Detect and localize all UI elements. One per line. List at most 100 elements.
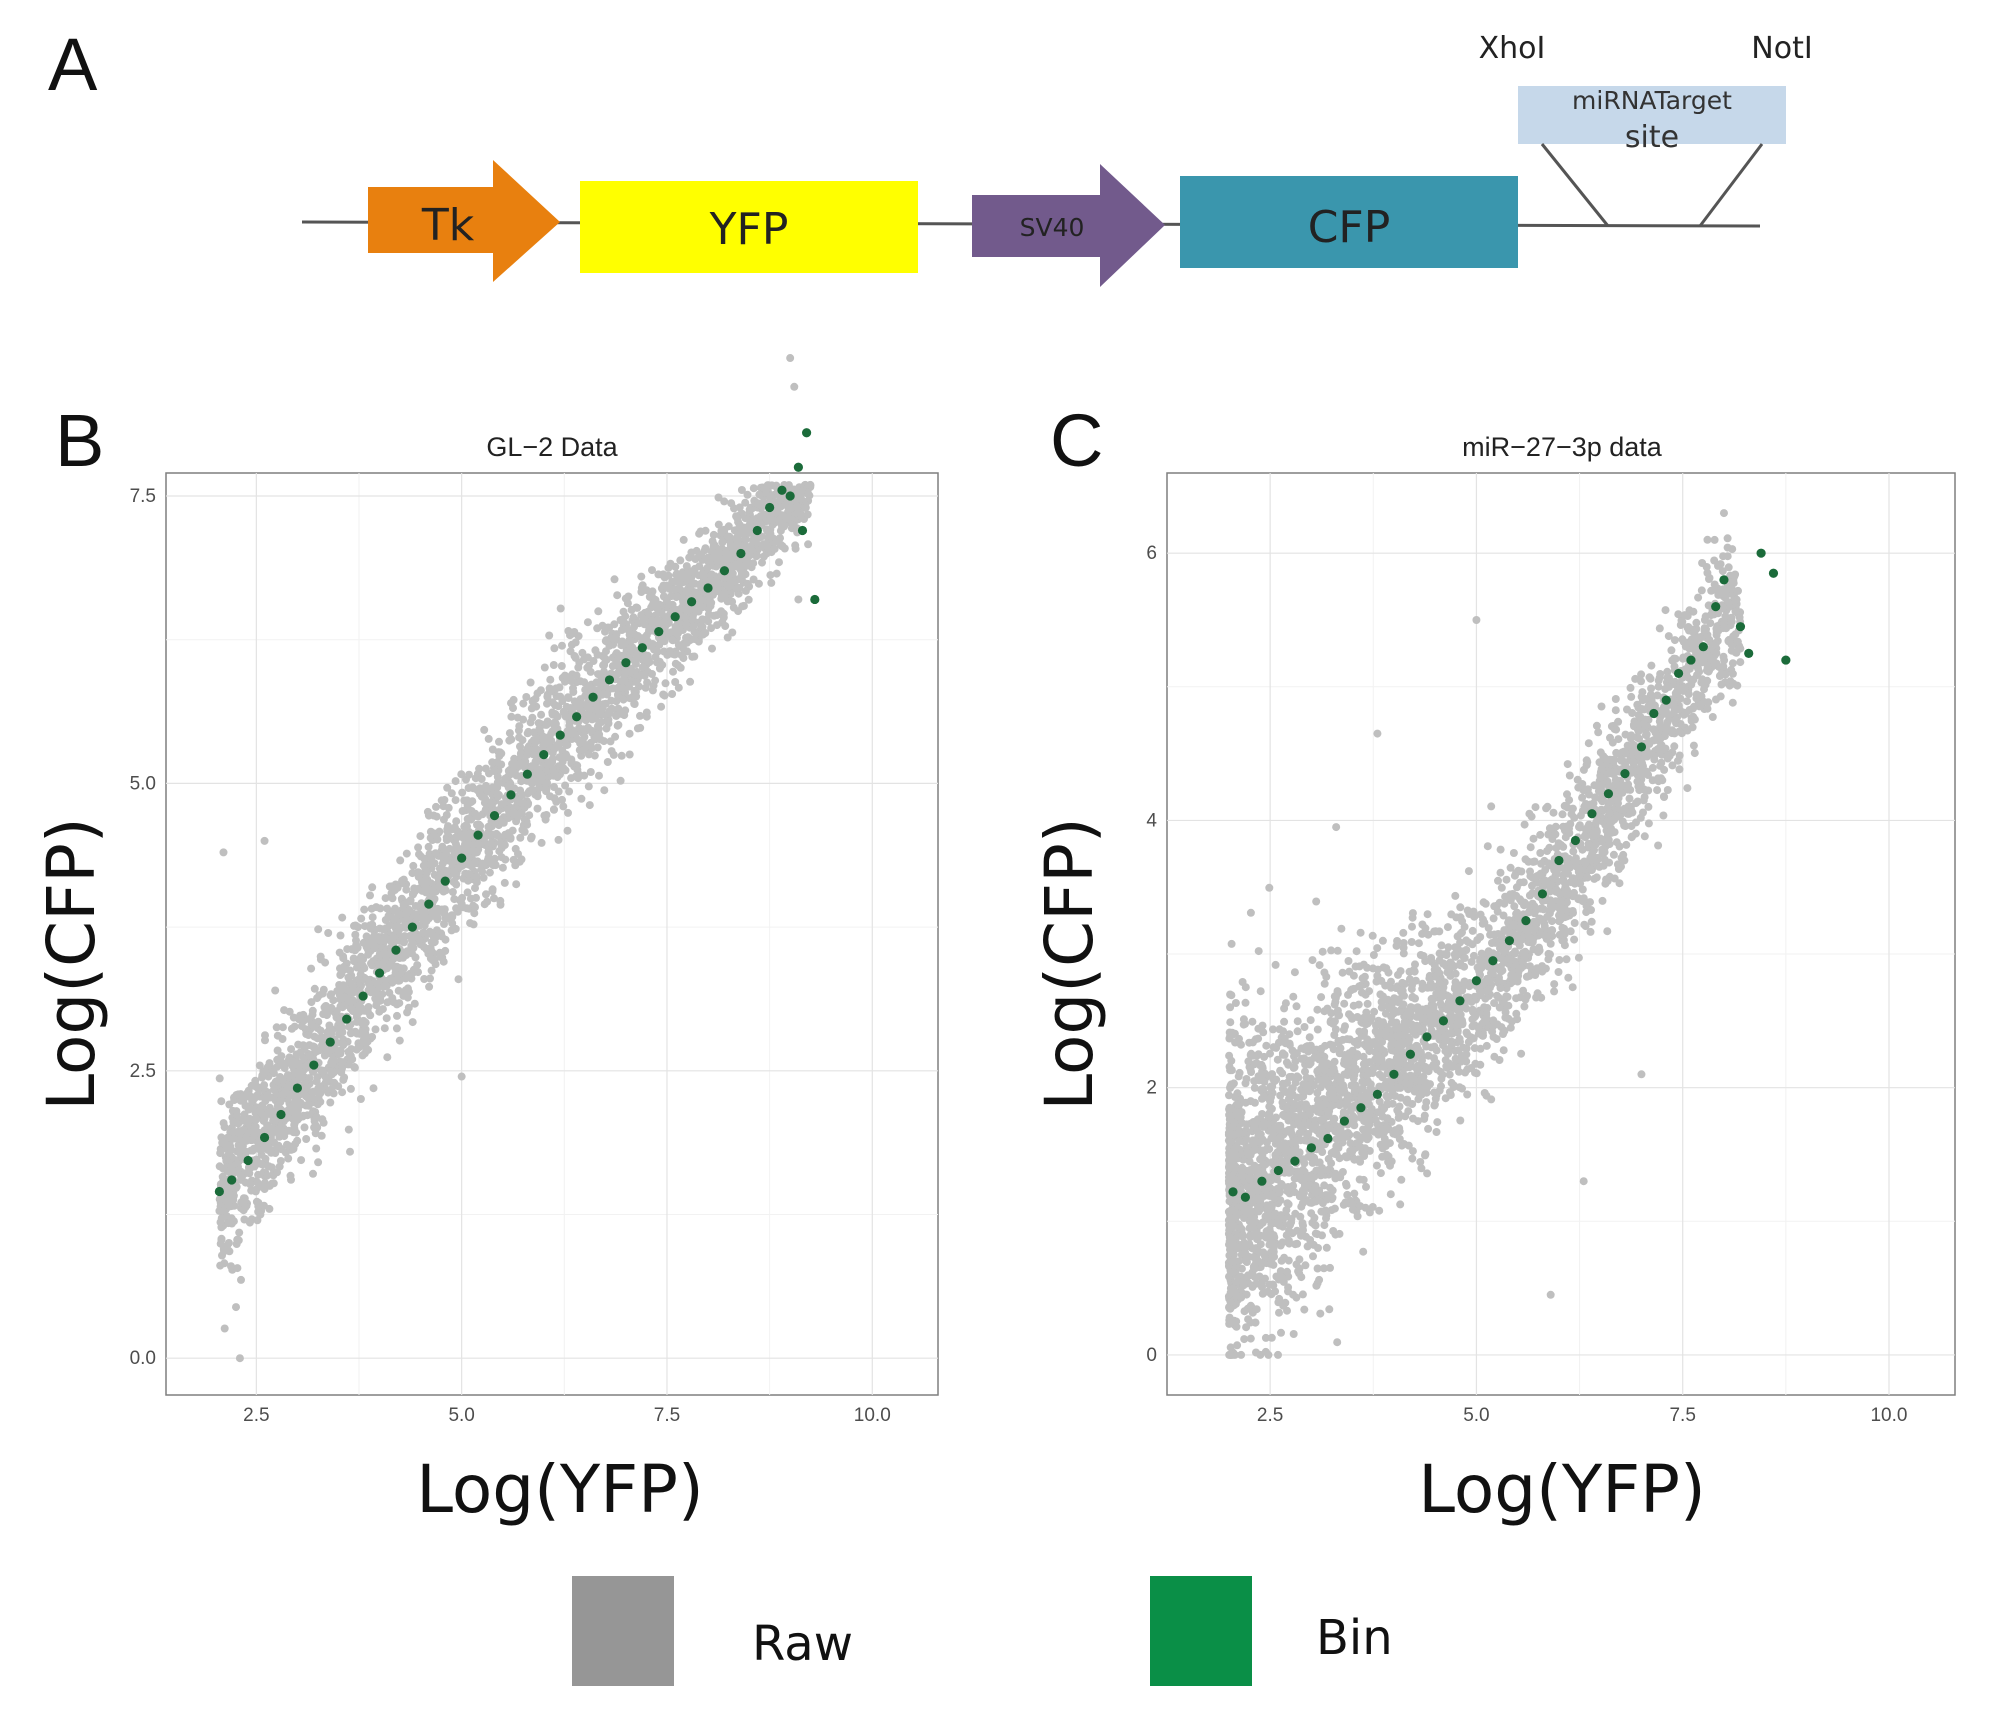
raw-point [366,891,374,900]
raw-point [640,620,649,629]
raw-point [523,750,531,759]
raw-point [1584,739,1593,748]
raw-point [755,490,764,499]
raw-point [316,1026,325,1035]
raw-point [613,591,622,600]
raw-point [714,520,723,529]
raw-point [327,1085,336,1094]
raw-point [440,920,448,928]
raw-point [1489,914,1498,923]
raw-point [516,749,525,758]
raw-point [1483,842,1492,851]
raw-point [670,577,679,586]
raw-point [408,1018,417,1027]
raw-point [317,1131,326,1140]
raw-point [313,1100,322,1109]
raw-point [546,675,555,684]
bin-point [227,1175,237,1185]
raw-point [251,1122,260,1131]
raw-point [509,704,517,713]
raw-point [752,551,761,560]
raw-point [1640,832,1649,841]
raw-point [508,809,517,818]
bin-point [637,643,647,653]
raw-point [1289,992,1298,1001]
raw-point [576,739,585,748]
bin-point [243,1155,253,1166]
raw-point [388,994,397,1003]
raw-point [410,999,419,1008]
tk-promoter-arrow [368,160,560,282]
raw-point [1320,979,1329,988]
raw-point [683,587,692,596]
raw-point [1420,1111,1429,1120]
raw-point [1597,702,1606,711]
raw-point [480,900,489,909]
raw-point [648,566,656,575]
raw-point [1716,692,1725,701]
raw-point [738,602,747,611]
raw-point [1433,1118,1442,1127]
chart-c-title: miR−27−3p data [1462,432,1663,462]
target-insert-line-left [1540,143,1610,227]
raw-point [1569,847,1578,856]
raw-point [396,964,405,973]
raw-point [641,654,649,663]
raw-point [758,558,766,567]
raw-point [1312,897,1321,906]
raw-point [319,1010,328,1019]
raw-point [1654,841,1663,850]
raw-point [448,825,457,834]
raw-point [697,550,706,559]
bin-point [785,491,795,501]
raw-point [1320,1221,1329,1230]
raw-point [548,685,557,694]
raw-point [314,1084,323,1093]
raw-point [327,1003,336,1012]
raw-point [357,914,366,923]
raw-point [509,768,518,777]
raw-point [1355,1175,1364,1184]
raw-point [500,841,509,850]
raw-point [514,726,523,735]
raw-point [234,1236,243,1245]
raw-point [576,677,585,686]
raw-point [312,1077,321,1086]
raw-point [287,1024,296,1033]
raw-point [392,1024,401,1033]
raw-point [631,660,640,668]
raw-point [1340,999,1349,1008]
raw-point [463,822,471,831]
raw-point [265,1059,274,1068]
raw-point [632,692,641,701]
raw-point [379,982,388,991]
raw-point [399,953,407,962]
raw-point [801,503,810,512]
raw-point [737,568,746,577]
raw-point [364,1045,373,1054]
raw-point [1289,1330,1298,1338]
raw-point [632,678,641,686]
raw-point [399,900,408,909]
raw-point [364,979,373,988]
raw-point [1323,1004,1332,1013]
raw-point [1317,993,1326,1002]
raw-point [742,561,751,570]
raw-point [382,924,391,933]
raw-point [265,1162,274,1171]
raw-point [444,803,453,812]
raw-point [267,1148,276,1157]
raw-point [1615,879,1624,888]
raw-point [531,777,540,786]
raw-point [666,647,674,656]
raw-point [585,801,594,810]
raw-point [613,683,622,692]
raw-point [321,958,330,967]
raw-point [297,1022,306,1031]
raw-point [287,1045,296,1054]
raw-point [452,880,461,889]
raw-point [215,1206,224,1215]
raw-point [243,1117,252,1126]
bin-point [572,712,582,722]
bin-point [424,899,434,909]
